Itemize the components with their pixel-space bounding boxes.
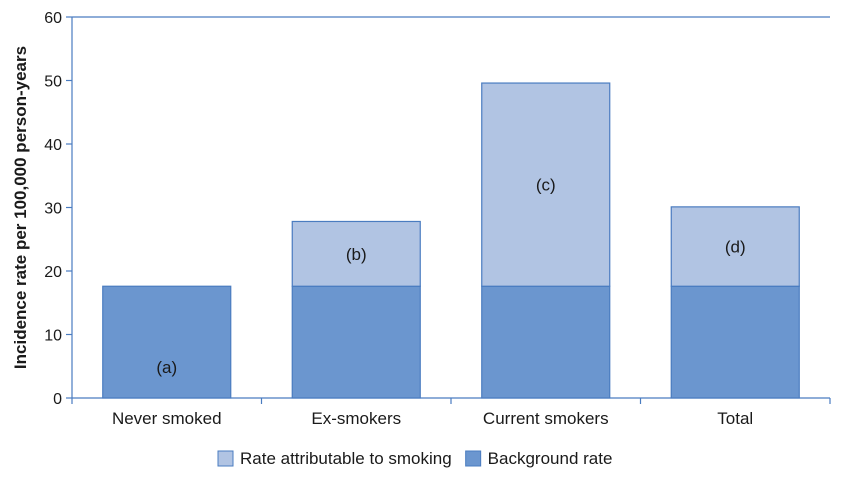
annotation-3: (d) [725,238,746,257]
category-label-0: Never smoked [112,409,222,428]
bar-attributable-3 [670,206,800,287]
y-tick-label-10: 10 [44,328,62,345]
y-tick-label-50: 50 [44,74,62,91]
bar-background-3 [670,285,800,399]
bar-background-1 [291,285,421,399]
legend-label-0: Rate attributable to smoking [240,449,452,468]
annotation-2: (c) [536,176,556,195]
category-label-1: Ex-smokers [311,409,401,428]
bar-attributable-2 [481,82,611,287]
annotation-1: (b) [346,245,367,264]
y-axis-title-group: Incidence rate per 100,000 person-years [11,46,30,369]
y-tick-label-0: 0 [53,391,62,408]
legend-swatch-1 [465,450,482,467]
bar-background-2 [481,285,611,399]
legend-swatch-0 [217,450,234,467]
y-tick-label-30: 30 [44,201,62,218]
legend: Rate attributable to smoking Background r… [217,449,613,468]
y-axis-title: Incidence rate per 100,000 person-years [11,46,30,369]
plot-area: 0 10 20 30 40 50 60 (a) Never smoked (b) Ex-smoker… [44,10,831,428]
y-tick-label-40: 40 [44,137,62,154]
annotation-0: (a) [156,358,177,377]
y-tick-label-20: 20 [44,264,62,281]
bar-attributable-1 [291,220,421,287]
bar-background-0 [102,285,232,399]
category-label-2: Current smokers [483,409,609,428]
category-label-3: Total [717,409,753,428]
y-tick-label-60: 60 [44,10,62,27]
legend-label-1: Background rate [488,449,613,468]
